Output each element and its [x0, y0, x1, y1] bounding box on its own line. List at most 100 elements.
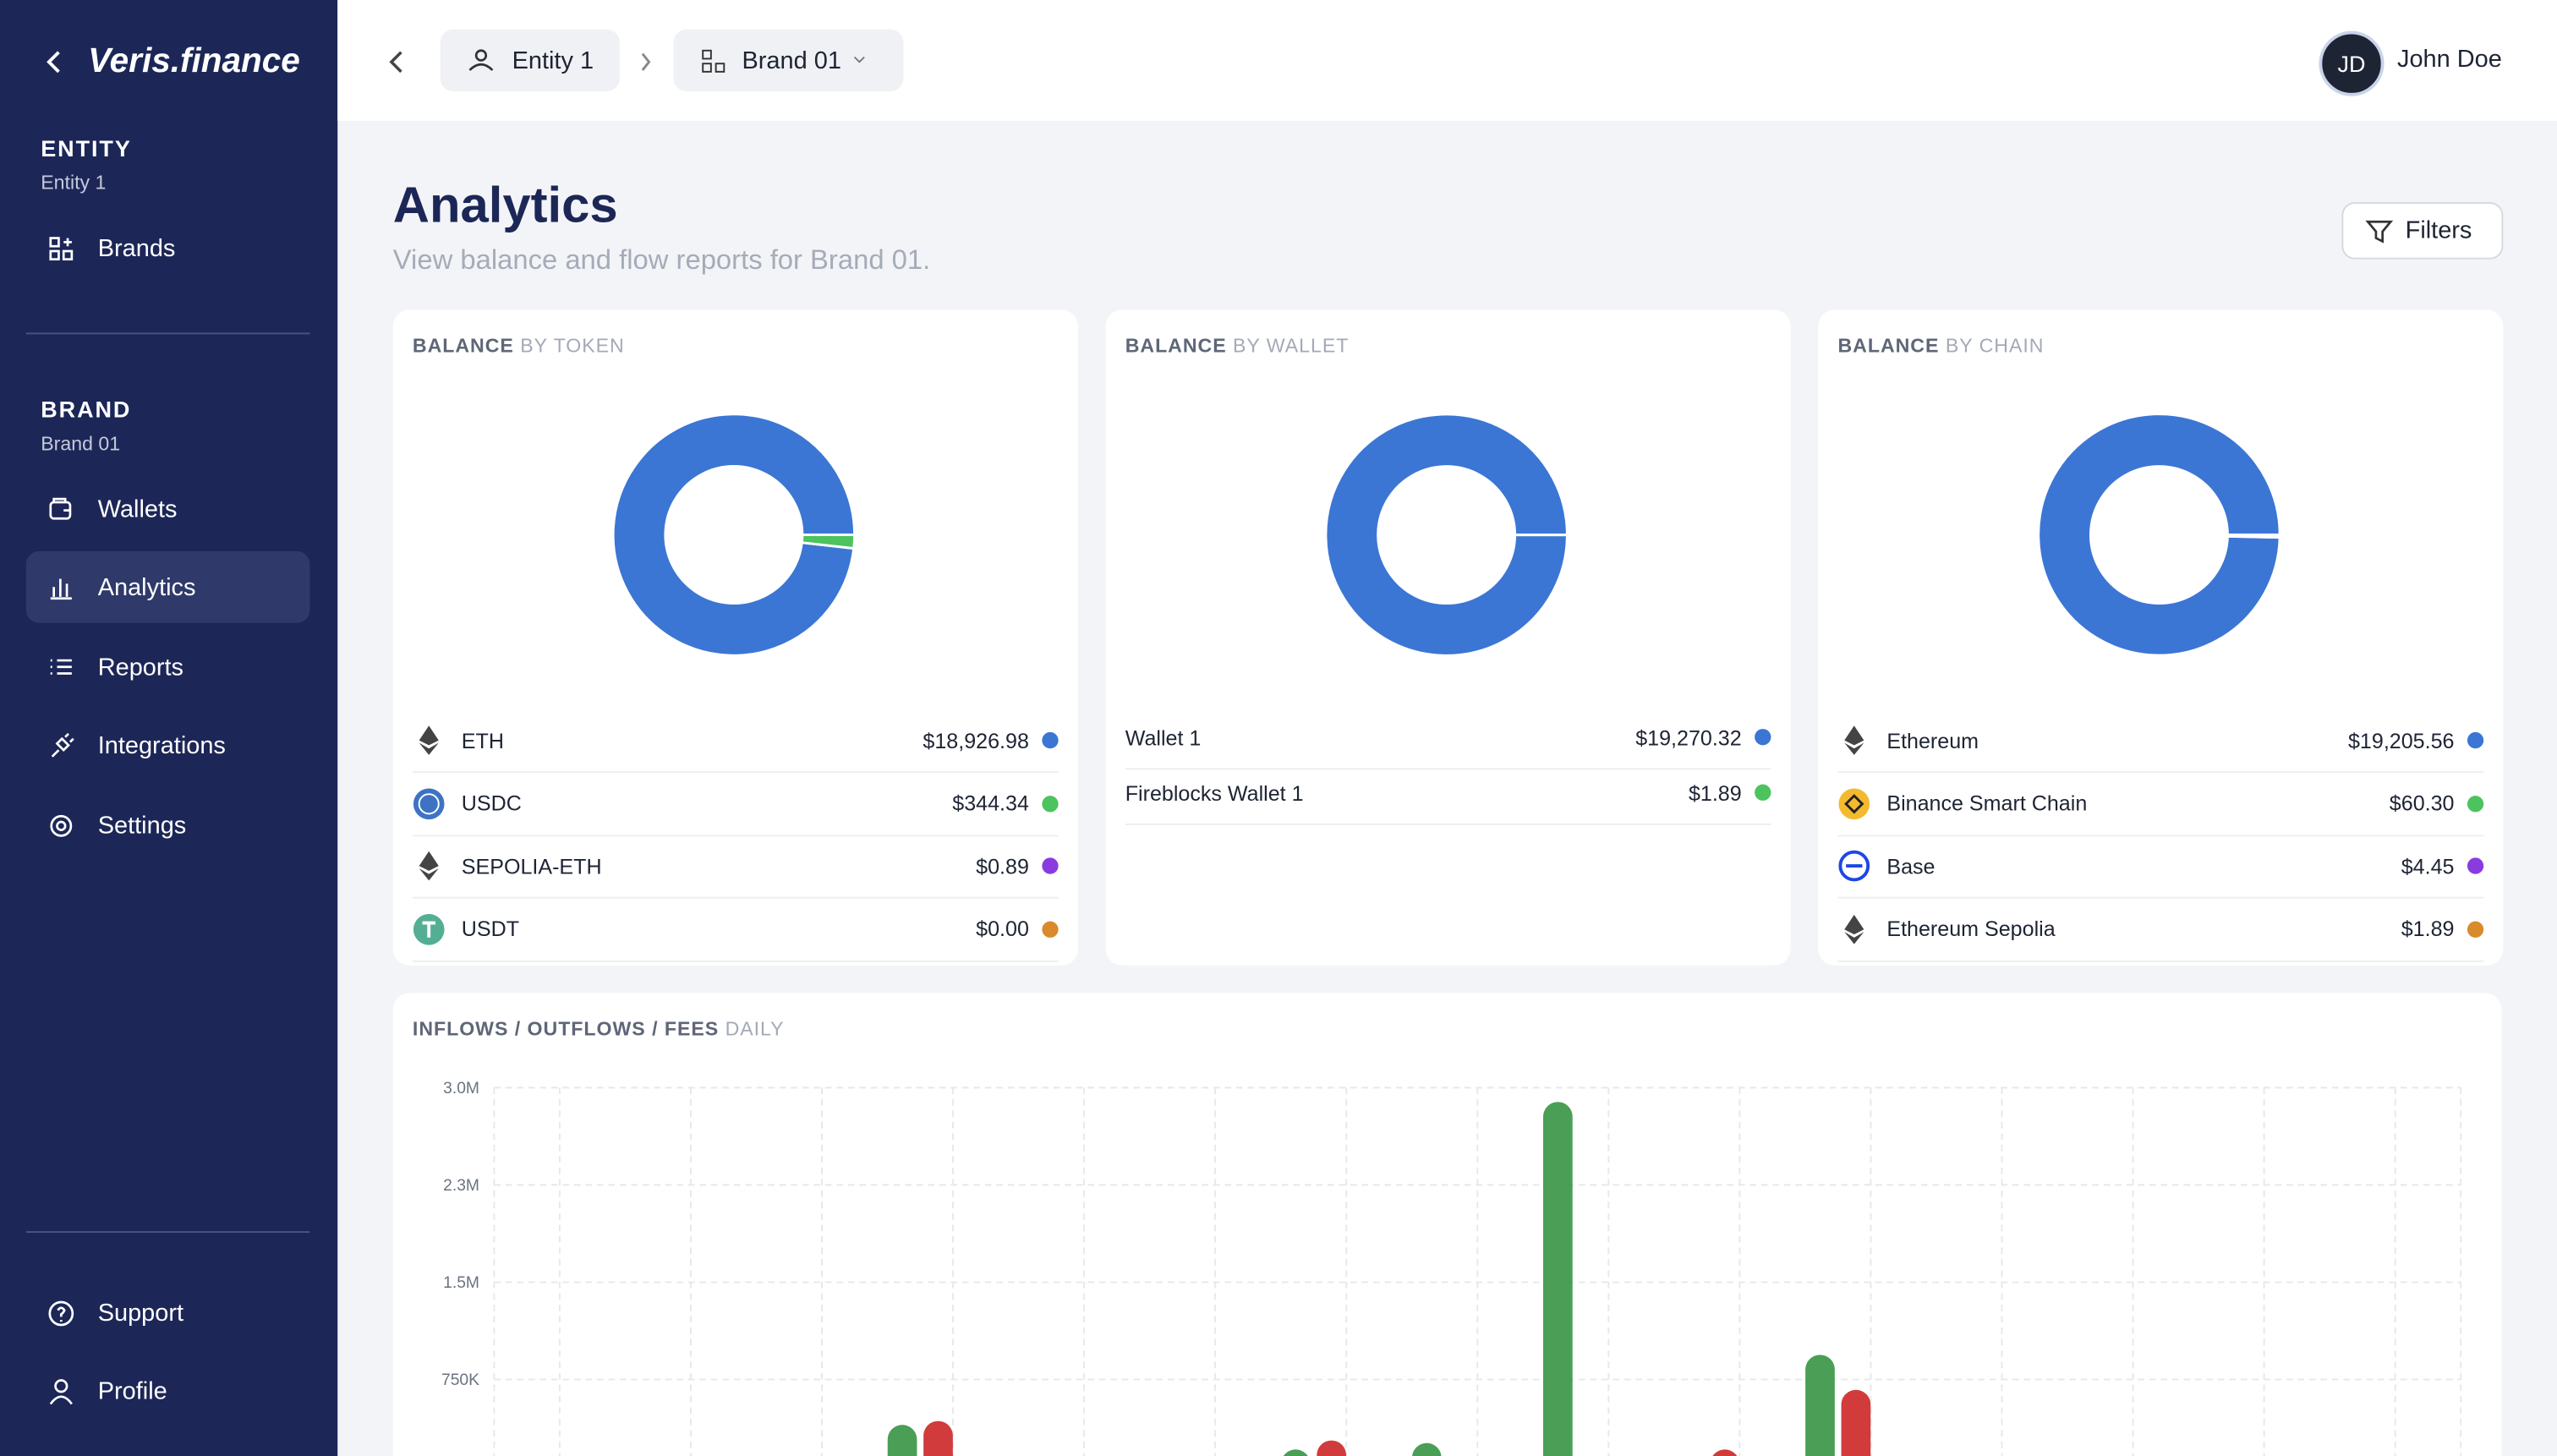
legend-row[interactable]: ETH $18,926.98 [412, 709, 1059, 774]
bar [887, 1425, 917, 1456]
decoration [62, 249, 74, 260]
legend-value: $1.89 [1688, 780, 1742, 805]
balance-card: BALANCE BY WALLET Wallet 1 $19,270.32 Fireb… [1105, 309, 1791, 966]
row-icon [413, 912, 446, 945]
bar [1805, 1355, 1835, 1456]
decoration [1844, 725, 1864, 755]
decoration [49, 249, 60, 260]
decoration [1838, 787, 1870, 819]
decoration [57, 1305, 66, 1322]
card-subtitle: BY CHAIN [1945, 334, 2045, 358]
decoration [1844, 793, 1864, 813]
legend-value: $344.34 [952, 791, 1029, 816]
bar [923, 1420, 953, 1456]
decoration [702, 49, 712, 60]
section-label: ENTITY [41, 135, 132, 161]
section-value: Brand 01 [41, 432, 121, 456]
filters-button[interactable]: Filters [2341, 202, 2504, 260]
legend-name: USDC [461, 791, 522, 816]
decoration [853, 56, 865, 63]
decoration [474, 49, 488, 62]
legend-row[interactable]: Base $4.45 [1837, 835, 2484, 899]
nav-item[interactable]: Support [26, 1277, 310, 1349]
decoration [52, 496, 70, 512]
nav-item[interactable]: Brands [26, 212, 310, 284]
decoration [1844, 913, 1864, 944]
card-header: BALANCE BY WALLET [1125, 334, 1350, 357]
legend-row[interactable]: Ethereum $19,205.56 [1837, 709, 2484, 774]
decoration [641, 52, 651, 71]
row-icon [413, 850, 446, 883]
legend-row[interactable]: USDC $344.34 [412, 772, 1059, 836]
bar [1317, 1440, 1347, 1456]
legend-value: $19,270.32 [1635, 725, 1742, 750]
decoration [2365, 219, 2394, 243]
user-name[interactable]: John Doe [2396, 45, 2502, 74]
legend-name: SEPOLIA-ETH [461, 853, 602, 879]
donut-slice[interactable] [2037, 413, 2281, 657]
legend-value: $0.00 [976, 916, 1029, 941]
nav-item[interactable]: Settings [26, 789, 310, 861]
breadcrumb[interactable]: Entity 1 [440, 29, 620, 91]
nav-item[interactable]: Reports [26, 631, 310, 703]
decoration [48, 1300, 74, 1326]
decoration [419, 851, 439, 881]
legend-name: Wallet 1 [1125, 725, 1202, 750]
nav-item[interactable]: Wallets [26, 473, 310, 545]
decoration [2365, 219, 2394, 243]
decoration [1844, 725, 1864, 755]
section-label: BRAND [41, 396, 132, 423]
decoration [468, 63, 494, 71]
decoration [49, 1394, 73, 1404]
nav-item[interactable]: Integrations [26, 709, 310, 781]
nav-icon [51, 731, 74, 757]
row-icon [1837, 787, 1870, 820]
nav-label: Integrations [97, 731, 226, 759]
back-icon[interactable] [42, 49, 65, 75]
row-icon [1837, 724, 1870, 757]
legend-dot [1755, 729, 1771, 746]
decoration [56, 819, 67, 831]
legend-dot [1042, 920, 1059, 937]
legend-row[interactable]: Binance Smart Chain $60.30 [1837, 772, 2484, 836]
page-title: Analytics [392, 176, 618, 233]
decoration [419, 725, 439, 755]
donut-slice[interactable] [611, 413, 857, 657]
legend-value: $18,926.98 [923, 728, 1029, 753]
logo[interactable]: Veris.finance [88, 42, 300, 80]
nav-icon [49, 1378, 73, 1404]
back-icon[interactable] [386, 49, 406, 75]
card-header: INFLOWS / OUTFLOWS / FEES DAILY [413, 1017, 785, 1040]
card-title: BALANCE [412, 334, 514, 358]
bar [1283, 1449, 1308, 1456]
donut-slice[interactable] [1324, 413, 1569, 657]
y-tick-label: 2.3M [443, 1177, 479, 1195]
decoration [422, 920, 435, 937]
bar [1712, 1449, 1738, 1456]
donut [611, 413, 857, 657]
chevron [641, 52, 651, 71]
breadcrumb-text: Brand 01 [742, 46, 841, 74]
legend-row[interactable]: SEPOLIA-ETH $0.89 [412, 835, 1059, 899]
legend-value: $4.45 [2401, 853, 2455, 879]
donut [1324, 413, 1569, 657]
legend-row[interactable]: USDT $0.00 [412, 898, 1059, 961]
legend-row[interactable]: Ethereum Sepolia $1.89 [1837, 898, 2484, 961]
nav-item[interactable]: Analytics [25, 550, 310, 623]
decoration [419, 851, 439, 881]
avatar[interactable]: JD [2319, 30, 2385, 96]
donut [2037, 413, 2281, 657]
legend-row[interactable]: Fireblocks Wallet 1 $1.89 [1125, 762, 1771, 825]
nav-label: Profile [97, 1377, 167, 1405]
section-value: Entity 1 [41, 171, 107, 194]
nav-item[interactable]: Profile [26, 1355, 310, 1427]
decoration [54, 1378, 68, 1393]
legend-row[interactable]: Wallet 1 $19,270.32 [1125, 706, 1771, 770]
legend-value: $60.30 [2389, 791, 2455, 816]
card-subtitle: BY TOKEN [520, 334, 625, 358]
decoration [419, 725, 439, 755]
breadcrumb[interactable]: Brand 01 [673, 29, 904, 91]
legend-name: USDT [461, 916, 520, 941]
